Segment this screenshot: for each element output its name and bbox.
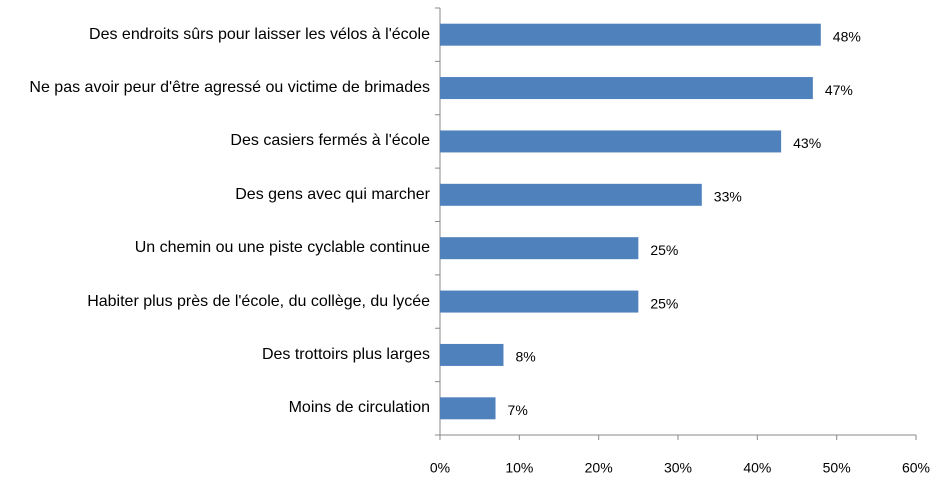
value-label: 7% (508, 402, 528, 418)
value-label: 47% (825, 82, 853, 98)
x-tick-label: 30% (664, 460, 692, 476)
bar (440, 183, 702, 206)
category-label: Ne pas avoir peur d'être agressé ou vict… (29, 79, 430, 97)
value-label: 8% (515, 349, 535, 365)
category-label-box: Des casiers fermés à l'école (230, 116, 430, 166)
x-tick-label: 60% (902, 460, 930, 476)
category-label: Des endroits sûrs pour laisser les vélos… (89, 25, 430, 43)
bar (440, 130, 782, 153)
value-label: 43% (793, 135, 821, 151)
category-label: Moins de circulation (288, 399, 430, 417)
category-label-box: Un chemin ou une piste cyclable continue (135, 223, 430, 273)
category-label: Habiter plus près de l'école, du collège… (87, 292, 430, 310)
category-label-box: Habiter plus près de l'école, du collège… (87, 277, 430, 327)
value-label: 48% (833, 28, 861, 44)
category-label: Des gens avec qui marcher (235, 185, 430, 203)
x-tick-label: 10% (505, 460, 533, 476)
category-label: Des trottoirs plus larges (261, 345, 430, 363)
value-label: 25% (650, 295, 678, 311)
category-label-box: Ne pas avoir peur d'être agressé ou vict… (29, 63, 430, 113)
category-label-box: Moins de circulation (289, 383, 430, 433)
category-label: Un chemin ou une piste cyclable continue (134, 239, 430, 257)
value-label: 25% (650, 242, 678, 258)
x-tick-label: 20% (585, 460, 613, 476)
x-tick-label: 50% (823, 460, 851, 476)
category-label: Des casiers fermés à l'école (230, 132, 430, 150)
x-tick-label: 0% (430, 460, 450, 476)
category-label-box: Des endroits sûrs pour laisser les vélos… (89, 10, 430, 60)
bar (440, 23, 821, 46)
value-label: 33% (714, 189, 742, 205)
x-tick-label: 40% (743, 460, 771, 476)
category-label-box: Des trottoirs plus larges (262, 330, 430, 380)
category-label-box: Des gens avec qui marcher (235, 170, 430, 220)
bar (440, 397, 496, 420)
bar (440, 237, 639, 260)
bar (440, 77, 813, 100)
bar (440, 343, 504, 366)
bar (440, 290, 639, 313)
